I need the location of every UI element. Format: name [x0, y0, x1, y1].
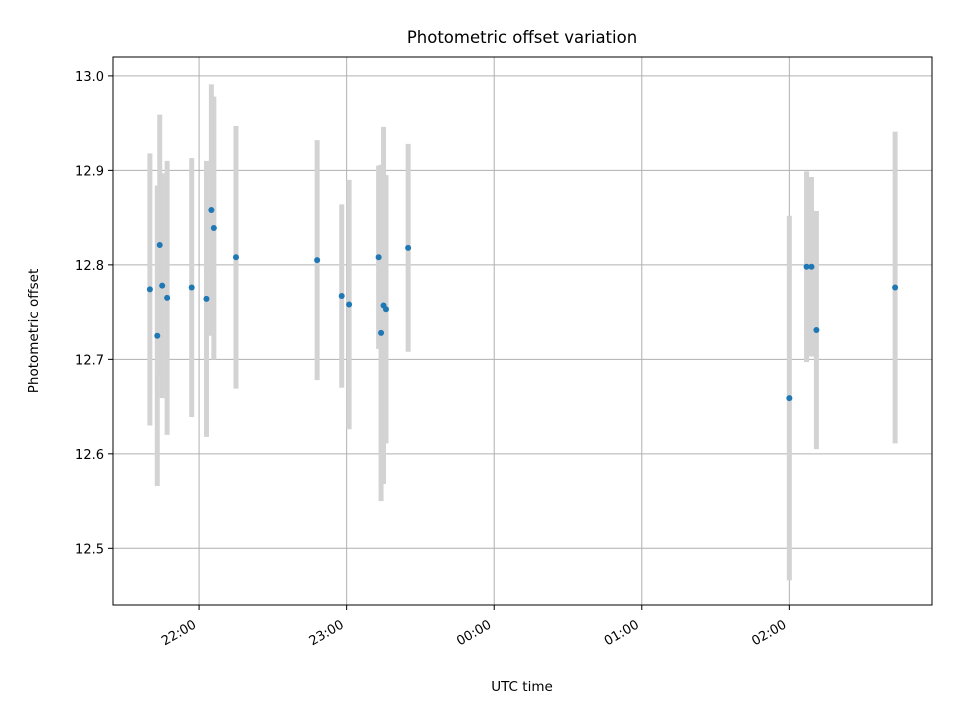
y-tick-label: 12.5	[75, 542, 104, 557]
data-point	[346, 301, 353, 308]
data-point	[314, 257, 321, 264]
data-point	[375, 254, 382, 261]
data-point	[188, 284, 195, 291]
data-point	[159, 282, 166, 289]
y-tick-label: 12.6	[75, 448, 104, 463]
y-tick-label: 12.7	[75, 353, 104, 368]
y-tick-label: 13.0	[75, 70, 104, 85]
x-axis-label: UTC time	[491, 679, 553, 695]
data-point	[405, 244, 412, 251]
y-tick-label: 12.9	[75, 164, 104, 179]
data-point	[208, 207, 215, 214]
data-point	[146, 286, 153, 293]
data-point	[203, 295, 210, 302]
data-point	[154, 332, 161, 339]
data-point	[892, 284, 899, 291]
data-point	[786, 395, 793, 402]
chart-title: Photometric offset variation	[407, 28, 637, 47]
y-tick-label: 12.8	[75, 259, 104, 274]
plot-frame	[112, 56, 933, 606]
data-point	[210, 225, 217, 232]
data-point	[156, 242, 163, 249]
data-points	[146, 207, 899, 402]
data-point	[232, 254, 239, 261]
data-point	[383, 306, 389, 313]
y-axis-ticks: 12.5 12.6 12.7 12.8 12.9 13.0	[75, 70, 113, 557]
data-point	[808, 263, 815, 270]
data-point	[803, 263, 810, 270]
data-point	[338, 293, 345, 300]
data-point	[813, 327, 820, 334]
data-point	[378, 329, 385, 336]
data-point	[164, 294, 171, 301]
y-axis-label: Photometric offset	[26, 269, 42, 393]
